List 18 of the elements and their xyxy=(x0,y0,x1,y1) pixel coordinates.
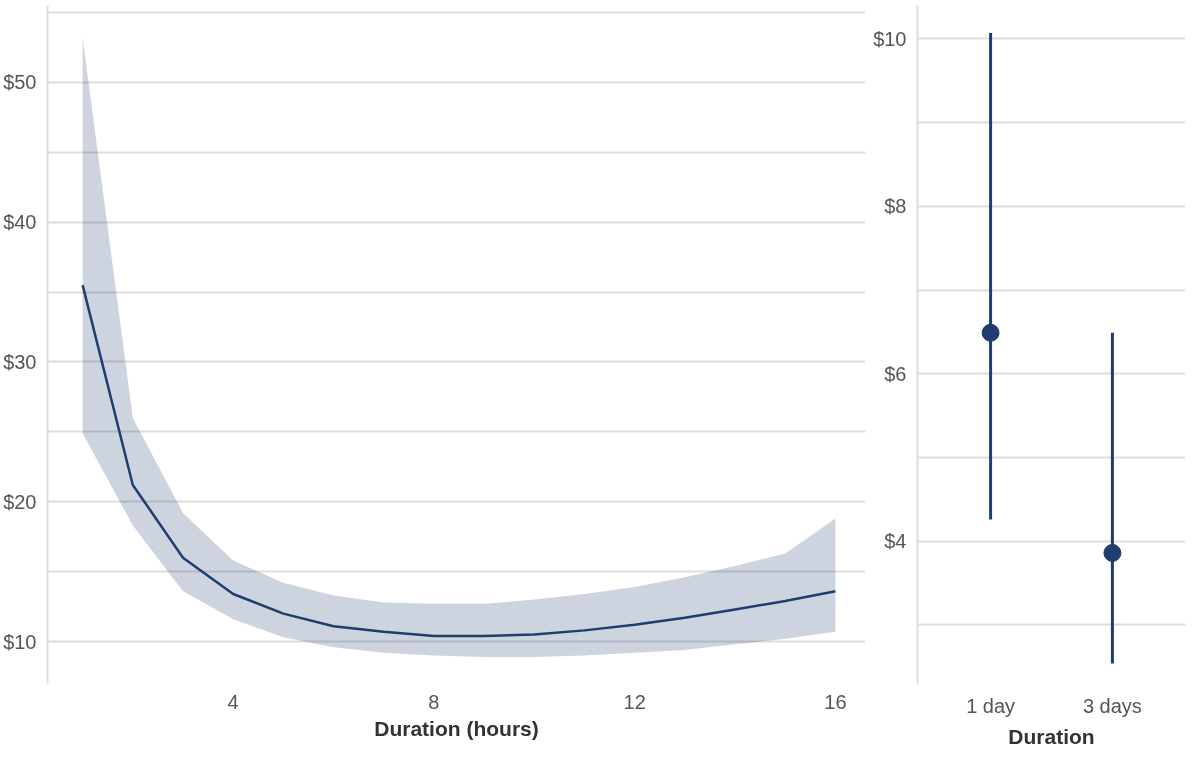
x-tick-label: 16 xyxy=(824,690,847,713)
x-axis-title: Duration xyxy=(1008,724,1095,748)
y-tick-label: $6 xyxy=(884,362,907,385)
x-tick-label: 3 days xyxy=(1082,694,1142,717)
y-tick-label: $30 xyxy=(3,350,37,373)
x-tick-label: 1 day xyxy=(966,694,1016,717)
y-tick-label: $20 xyxy=(3,490,37,513)
y-tick-label: $10 xyxy=(3,630,37,653)
line-series xyxy=(81,283,837,638)
y-tick-label: $50 xyxy=(3,71,37,94)
x-tick-label: 8 xyxy=(428,690,440,713)
y-tick-label: $40 xyxy=(3,211,37,234)
y-tick-label: $10 xyxy=(873,27,907,50)
x-axis-title: Duration (hours) xyxy=(374,716,539,740)
y-tick-label: $8 xyxy=(884,195,907,218)
x-tick-label: 4 xyxy=(227,690,239,713)
x-tick-label: 12 xyxy=(623,690,646,713)
y-tick-label: $4 xyxy=(884,530,907,553)
